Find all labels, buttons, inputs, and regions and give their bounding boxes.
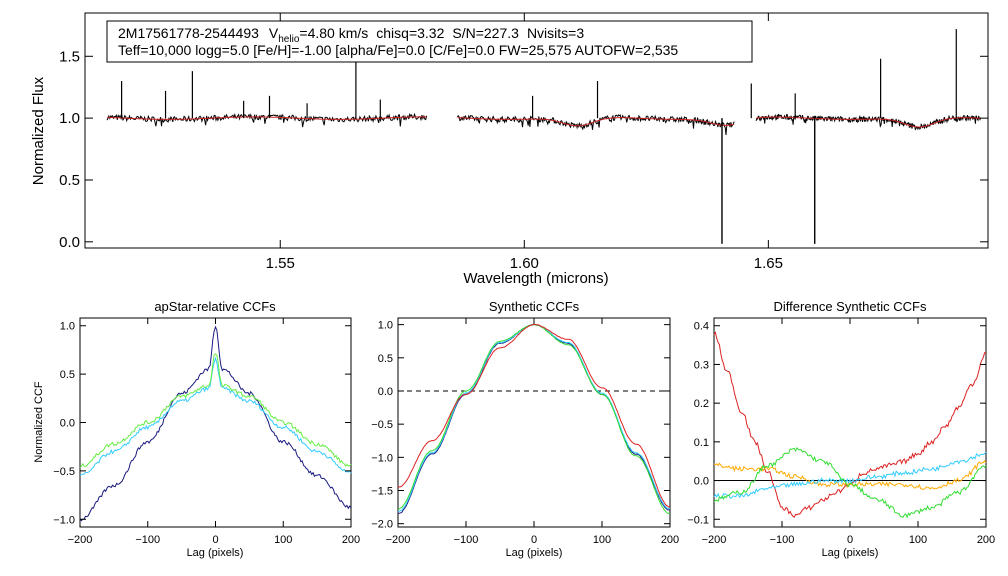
synthetic-ccf-ytick-label: −1.0 xyxy=(371,452,393,464)
apstar-ccf-panel: apStar-relative CCFs −200 −100 0 100 200 −1.0… xyxy=(33,299,360,559)
difference-ccf-ticks: −200 −100 0 100 200 −0.1 0.0 0.1 0.2 0.3 0.4 xyxy=(687,318,995,546)
difference-ccf-xtick-label: 100 xyxy=(909,534,927,546)
sn-value: S/N=227.3 xyxy=(452,25,519,41)
info-line-1: 2M17561778-2544493 Vhelio=4.80 km/s chisq=… xyxy=(118,25,584,45)
spectrum-data-line xyxy=(755,113,982,131)
difference-ccf-xtick-label: −200 xyxy=(702,534,727,546)
apstar-ccf-ytick-label: −1.0 xyxy=(53,514,75,526)
difference-ccf-xtick-label: 0 xyxy=(847,534,853,546)
spectrum-ytick-label: 1.5 xyxy=(59,48,80,65)
apstar-ccf-xtick-label: 0 xyxy=(212,534,218,546)
nvisits-value: Nvisits=3 xyxy=(527,25,584,41)
star-id: 2M17561778-2544493 xyxy=(118,25,259,41)
difference-ccf-ytick-label: 0.2 xyxy=(694,398,709,410)
difference-ccf-line-difference-2 xyxy=(713,460,987,490)
apstar-ccf-series xyxy=(79,325,352,522)
spectrum-model-line xyxy=(457,117,735,127)
spectrum-frame xyxy=(84,12,989,249)
apstar-ccf-title: apStar-relative CCFs xyxy=(154,299,276,314)
synthetic-ccf-line-synthetic-4 xyxy=(397,323,671,508)
synthetic-ccf-xtick-label: 100 xyxy=(593,534,611,546)
synthetic-ccf-title: Synthetic CCFs xyxy=(489,299,580,314)
vhelio-label: V xyxy=(269,25,279,41)
synthetic-ccf-panel: Synthetic CCFs −200 −100 0 100 200 −2.0 −1.5 −1… xyxy=(371,299,679,559)
apstar-ccf-ylabel: Normalized CCF xyxy=(33,381,45,463)
info-box-frame xyxy=(106,20,753,63)
synthetic-ccf-xtick-label: −200 xyxy=(386,534,411,546)
synthetic-ccf-line-synthetic-3 xyxy=(397,323,671,515)
difference-ccf-ytick-label: 0.1 xyxy=(694,437,709,449)
apstar-ccf-ytick-label: 1.0 xyxy=(60,321,75,333)
synthetic-ccf-frame xyxy=(397,317,671,528)
apstar-ccf-ytick-label: −0.5 xyxy=(53,466,75,478)
apstar-ccf-xtick-label: −200 xyxy=(68,534,93,546)
synthetic-ccf-xlabel: Lag (pixels) xyxy=(506,547,563,559)
difference-ccf-xtick-label: 200 xyxy=(977,534,995,546)
apstar-ccf-xtick-label: −100 xyxy=(135,534,160,546)
spectrum-ticks: 1.55 1.60 1.65 0.0 0.5 1.0 1.5 xyxy=(59,13,988,272)
synthetic-ccf-ytick-label: 1.0 xyxy=(378,320,393,332)
vhelio-value: =4.80 km/s xyxy=(299,25,368,41)
apstar-ccf-line-visit-1 xyxy=(79,325,352,522)
synthetic-ccf-xtick-label: −100 xyxy=(454,534,479,546)
difference-ccf-frame xyxy=(713,317,987,528)
apstar-ccf-xtick-label: 100 xyxy=(274,534,292,546)
spectrum-panel: 1.55 1.60 1.65 0.0 0.5 1.0 1.5 Wavelength (mic… xyxy=(30,12,989,287)
spectrum-model-line xyxy=(756,116,981,128)
synthetic-ccf-ytick-label: 0.5 xyxy=(378,353,393,365)
synthetic-ccf-series xyxy=(397,323,671,515)
synthetic-ccf-xtick-label: 200 xyxy=(661,534,679,546)
difference-ccf-ytick-label: 0.4 xyxy=(694,321,709,333)
apstar-ccf-xlabel: Lag (pixels) xyxy=(187,547,244,559)
spectrum-xtick-label: 1.60 xyxy=(510,255,539,272)
spectrum-xtick-label: 1.65 xyxy=(754,255,783,272)
difference-ccf-panel: Difference Synthetic CCFs −200 −100 0 100 20… xyxy=(687,299,995,559)
difference-ccf-xlabel: Lag (pixels) xyxy=(822,547,879,559)
spectrum-xtick-label: 1.55 xyxy=(266,255,295,272)
info-line-2: Teff=10,000 logg=5.0 [Fe/H]=-1.00 [alpha… xyxy=(118,42,678,58)
spectrum-data-line xyxy=(106,112,428,128)
spectrum-data-line xyxy=(457,114,735,136)
difference-ccf-line-difference-3 xyxy=(713,451,987,499)
synthetic-ccf-line-synthetic-2 xyxy=(397,323,671,513)
synthetic-ccf-xtick-label: 0 xyxy=(531,534,537,546)
difference-ccf-line-difference-4 xyxy=(713,446,987,519)
spectrum-series xyxy=(106,29,982,244)
apstar-ccf-line-visit-2 xyxy=(79,356,352,476)
chisq-value: chisq=3.32 xyxy=(376,25,444,41)
difference-ccf-title: Difference Synthetic CCFs xyxy=(774,299,927,314)
difference-ccf-xtick-label: −100 xyxy=(770,534,795,546)
difference-ccf-line-difference-1 xyxy=(713,331,987,518)
apstar-ccf-ytick-label: 0.5 xyxy=(60,369,75,381)
spectrum-ytick-label: 0.0 xyxy=(59,234,80,251)
apstar-ccf-frame xyxy=(79,317,352,528)
spectrum-xlabel: Wavelength (microns) xyxy=(463,270,608,287)
spectrum-ytick-label: 0.5 xyxy=(59,172,80,189)
apstar-ccf-xtick-label: 200 xyxy=(342,534,360,546)
apstar-ccf-line-visit-3 xyxy=(79,353,352,468)
difference-ccf-ytick-label: 0.0 xyxy=(694,476,709,488)
vhelio-sub: helio xyxy=(278,34,300,45)
apstar-ccf-ytick-label: 0.0 xyxy=(60,418,75,430)
spectrum-ytick-label: 1.0 xyxy=(59,110,80,127)
spectrum-model-line xyxy=(106,116,427,120)
synthetic-ccf-ytick-label: −0.5 xyxy=(371,419,393,431)
info-box: 2M17561778-2544493 Vhelio=4.80 km/s chisq=… xyxy=(106,20,753,63)
difference-ccf-series xyxy=(713,331,987,519)
apstar-ccf-ticks: −200 −100 0 100 200 −1.0 −0.5 0.0 0.5 1.0 xyxy=(53,318,360,546)
synthetic-ccf-ytick-label: −1.5 xyxy=(371,486,393,498)
synthetic-ccf-ytick-label: 0.0 xyxy=(378,386,393,398)
difference-ccf-ytick-label: 0.3 xyxy=(694,359,709,371)
spectrum-ylabel: Normalized Flux xyxy=(30,76,47,185)
synthetic-ccf-line-synthetic-1 xyxy=(397,323,671,514)
synthetic-ccf-ticks: −200 −100 0 100 200 −2.0 −1.5 −1.0 −0.5 0.0 0.5 1.0 xyxy=(371,318,679,546)
synthetic-ccf-ytick-label: −2.0 xyxy=(371,519,393,531)
difference-ccf-ytick-label: −0.1 xyxy=(687,514,709,526)
